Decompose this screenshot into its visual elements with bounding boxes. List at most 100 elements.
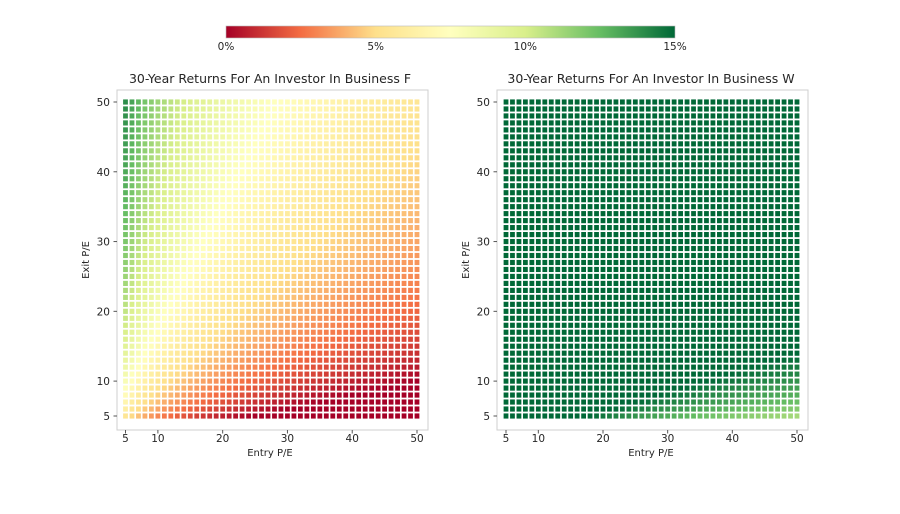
heatmap-cell — [594, 294, 599, 300]
heatmap-cell — [645, 280, 651, 286]
heatmap-cell — [749, 148, 755, 154]
heatmap-cell — [265, 364, 271, 370]
heatmap-cell — [226, 211, 232, 217]
heatmap-cell — [155, 343, 161, 349]
heatmap-cell — [356, 378, 362, 384]
heatmap-cell — [749, 252, 755, 259]
heatmap-cell — [742, 266, 748, 273]
heatmap-cell — [304, 134, 310, 140]
heatmap-cell — [794, 364, 800, 370]
heatmap-cell — [317, 162, 323, 168]
heatmap-cell — [129, 322, 135, 328]
heatmap-cell — [233, 99, 239, 105]
heatmap-cell — [123, 141, 128, 147]
heatmap-cell — [272, 350, 277, 356]
heatmap-cell — [375, 399, 381, 405]
heatmap-cell — [710, 294, 716, 300]
heatmap-cell — [161, 287, 167, 293]
heatmap-cell — [362, 120, 368, 126]
heatmap-cell — [581, 413, 586, 419]
heatmap-cell — [626, 252, 632, 259]
heatmap-cell — [349, 218, 355, 224]
heatmap-cell — [768, 218, 774, 224]
heatmap-cell — [568, 259, 574, 266]
heatmap-cell — [723, 315, 729, 321]
heatmap-cell — [239, 322, 245, 328]
heatmap-cell — [607, 385, 612, 391]
heatmap-cell — [168, 280, 174, 286]
heatmap-cell — [794, 218, 800, 224]
heatmap-cell — [161, 357, 167, 363]
heatmap-cell — [516, 343, 522, 349]
heatmap-cell — [317, 127, 323, 133]
heatmap-cell — [220, 155, 226, 161]
heatmap-cell — [736, 141, 742, 147]
heatmap-cell — [542, 371, 548, 377]
heatmap-cell — [665, 266, 671, 273]
heatmap-cell — [762, 336, 768, 342]
heatmap-cell — [729, 385, 735, 391]
heatmap-cell — [213, 169, 219, 175]
heatmap-cell — [613, 343, 619, 349]
heatmap-cell — [149, 350, 154, 356]
heatmap-cell — [252, 225, 258, 231]
heatmap-cell — [794, 169, 800, 175]
heatmap-cell — [336, 301, 342, 307]
heatmap-cell — [548, 113, 554, 119]
heatmap-cell — [168, 336, 174, 342]
heatmap-cell — [710, 266, 716, 273]
heatmap-cell — [213, 315, 219, 321]
heatmap-cell — [723, 190, 729, 196]
heatmap-cell — [382, 385, 387, 391]
heatmap-cell — [298, 322, 303, 328]
heatmap-cell — [233, 259, 239, 266]
heatmap-cell — [213, 301, 219, 307]
heatmap-cell — [226, 322, 232, 328]
heatmap-cell — [775, 148, 780, 154]
heatmap-cell — [362, 218, 368, 224]
heatmap-cell — [375, 106, 381, 112]
heatmap-cell — [252, 385, 258, 391]
heatmap-cell — [330, 218, 336, 224]
heatmap-cell — [529, 106, 535, 112]
heatmap-cell — [246, 176, 251, 182]
heatmap-cell — [607, 197, 612, 203]
heatmap-cell — [388, 399, 394, 405]
heatmap-cell — [285, 148, 290, 154]
heatmap-cell — [742, 287, 748, 293]
heatmap-cell — [213, 120, 219, 126]
heatmap-cell — [401, 406, 407, 412]
heatmap-cell — [561, 322, 567, 328]
heatmap-cell — [356, 413, 362, 419]
heatmap-cell — [691, 99, 696, 105]
heatmap-cell — [174, 148, 180, 154]
heatmap-cell — [155, 120, 161, 126]
heatmap-cell — [717, 176, 722, 182]
heatmap-cell — [613, 301, 619, 307]
heatmap-cell — [665, 232, 671, 238]
heatmap-cell — [310, 211, 316, 217]
heatmap-cell — [142, 406, 148, 412]
heatmap-cell — [697, 357, 703, 363]
heatmap-cell — [704, 287, 709, 293]
heatmap-cell — [710, 385, 716, 391]
heatmap-cell — [310, 155, 316, 161]
heatmap-cell — [323, 169, 329, 175]
heatmap-cell — [723, 273, 729, 280]
heatmap-cell — [523, 329, 528, 335]
heatmap-cell — [265, 371, 271, 377]
heatmap-cell — [123, 357, 128, 363]
heatmap-cell — [414, 392, 420, 398]
heatmap-cell — [129, 204, 135, 210]
heatmap-cell — [639, 134, 645, 140]
heatmap-cell — [762, 315, 768, 321]
heatmap-cell — [555, 273, 561, 280]
heatmap-cell — [516, 141, 522, 147]
heatmap-cell — [794, 197, 800, 203]
heatmap-cell — [742, 120, 748, 126]
heatmap-cell — [187, 99, 193, 105]
heatmap-cell — [343, 169, 349, 175]
heatmap-cell — [736, 204, 742, 210]
heatmap-cell — [555, 232, 561, 238]
heatmap-cell — [200, 245, 206, 252]
